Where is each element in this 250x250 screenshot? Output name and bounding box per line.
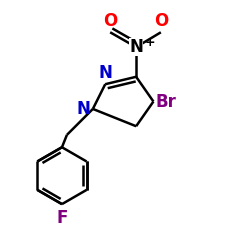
Text: +: + — [144, 36, 155, 49]
Text: N: N — [76, 100, 90, 118]
Text: F: F — [56, 209, 68, 227]
Text: O: O — [103, 12, 117, 30]
Text: N: N — [129, 38, 143, 56]
Text: O: O — [154, 12, 168, 30]
Text: Br: Br — [156, 92, 177, 110]
Text: N: N — [98, 64, 112, 82]
